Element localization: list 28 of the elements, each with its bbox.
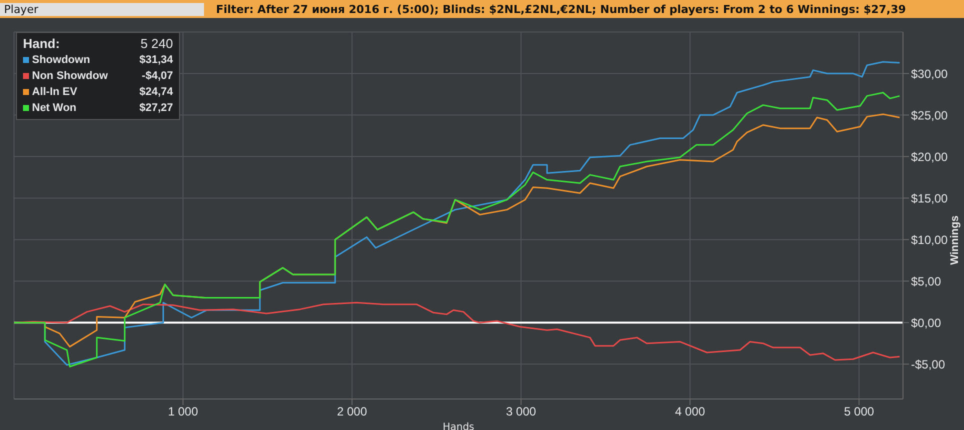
annotation: $27,27 [139, 101, 173, 116]
y-tick-label: $20,00 [911, 150, 948, 164]
y-tick-label: $5,00 [911, 274, 942, 288]
y-tick-label: -$5,00 [911, 357, 946, 372]
legend-label: Net Won [31, 101, 76, 116]
x-tick-label: 2 000 [337, 404, 368, 419]
y-tick-label: $10,00 [911, 232, 948, 247]
text: Player [0, 2, 204, 16]
y-axis-title: Winnings [948, 216, 961, 265]
x-tick-label: 1 000 [168, 404, 198, 419]
chart-title: Filter: After 27 июня 2016 г. (5:00); Blinds: $2NL,£2NL,€2NL; Number of players: From 2 to 6 Winnings: $27,39 [215, 2, 906, 16]
y-tick-label: $0,00 [911, 316, 942, 330]
x-tick-label: 3 000 [506, 404, 536, 419]
annotation: $24,74 [139, 85, 173, 100]
annotation: $31,34 [139, 53, 173, 68]
x-tick-label: 4 000 [675, 404, 706, 419]
annotation: Hand: [23, 36, 60, 52]
y-tick-label: $15,00 [911, 191, 948, 206]
x-tick-label: 5 000 [844, 404, 874, 419]
y-tick-label: $30,00 [911, 66, 948, 81]
y-tick-label: $25,00 [911, 108, 948, 122]
x-axis-title: Hands [442, 422, 474, 430]
annotation: -$4,07 [142, 69, 173, 84]
legend-label: Showdown [31, 53, 90, 68]
legend-label: All-In EV [31, 85, 78, 100]
legend-label: Non Showdow [31, 69, 108, 84]
line-series [14, 302, 900, 361]
annotation: 5 240 [140, 36, 173, 52]
